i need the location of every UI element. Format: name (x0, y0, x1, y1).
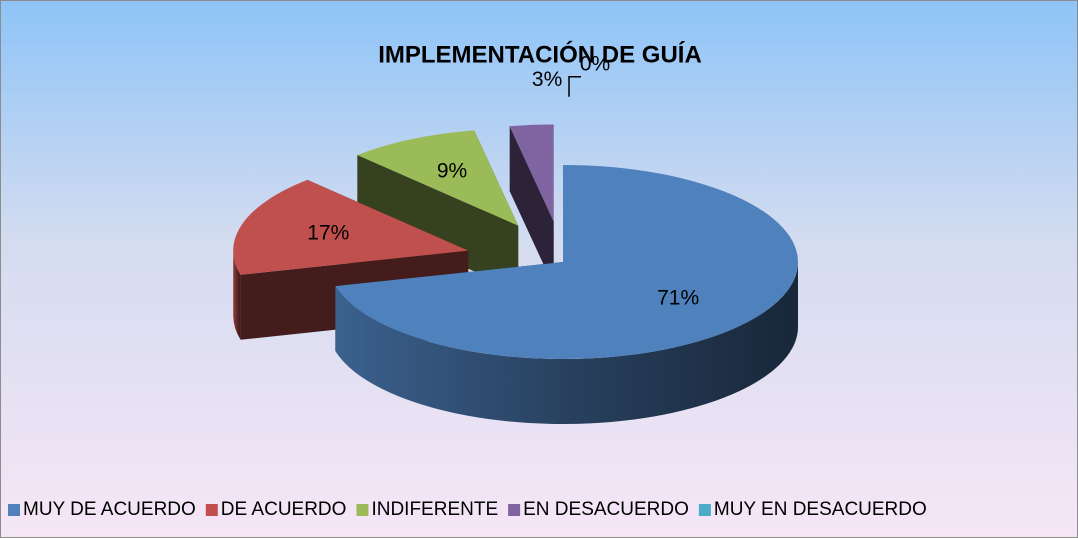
data-label: 17% (307, 221, 349, 244)
slice-top (335, 165, 798, 359)
slice-top (357, 130, 519, 226)
slice-outer-wall (335, 262, 798, 424)
legend-label: INDIFERENTE (371, 499, 498, 520)
slice-side-wall (509, 126, 554, 287)
legend-label: EN DESACUERDO (523, 499, 689, 520)
slice-outer-wall (233, 250, 241, 340)
slice (357, 130, 519, 291)
slice-side-wall (357, 154, 519, 291)
data-label: 9% (437, 160, 467, 183)
data-label: 3% (532, 68, 562, 91)
legend-label: MUY DE ACUERDO (23, 499, 196, 520)
slice-top (233, 179, 469, 275)
legend-swatch (205, 504, 218, 516)
chart-title: IMPLEMENTACIÓN DE GUÍA (378, 40, 702, 68)
data-label: 0% (580, 52, 610, 75)
legend: MUY DE ACUERDO DE ACUERDO INDIFERENTE EN DE… (8, 499, 927, 520)
legend-label: DE ACUERDO (221, 499, 347, 520)
legend-swatch (356, 504, 369, 516)
legend-swatch (698, 504, 711, 516)
legend-swatch (8, 504, 20, 516)
legend-label: MUY EN DESACUERDO (714, 499, 927, 520)
data-label: 71% (657, 286, 699, 309)
pie: 71% 17% 9% 3% 0% (233, 52, 798, 424)
legend-swatch (508, 504, 521, 516)
leader-line (568, 75, 581, 97)
slice (335, 165, 798, 424)
slice-top (509, 124, 554, 222)
slice (509, 124, 554, 287)
